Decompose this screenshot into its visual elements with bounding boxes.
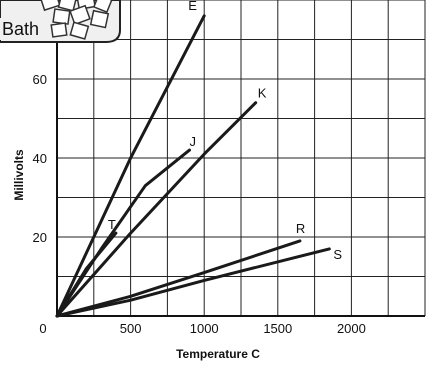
series-label-k: K: [258, 86, 267, 101]
series-line-e: [55, 14, 206, 318]
y-tick-label: 40: [33, 151, 47, 166]
series-labels: E K J T R S: [108, 0, 342, 262]
grid: [56, 0, 426, 317]
x-axis-title: Temperature C: [176, 347, 260, 361]
badge-text: Bath: [2, 19, 39, 39]
ice-bath-badge: Bath: [0, 0, 121, 43]
series-lines: [55, 14, 331, 318]
series-label-j: J: [189, 134, 196, 149]
x-tick-label: 1000: [190, 321, 219, 336]
x-tick-label: 500: [120, 321, 142, 336]
series-label-r: R: [296, 221, 305, 236]
axes: 0 500 1000 1500 2000 20 40 60: [33, 0, 425, 336]
y-tick-label: 20: [33, 230, 47, 245]
badge-text-backing: [0, 18, 48, 40]
series-line-t: [55, 231, 118, 318]
series-line-k: [55, 101, 258, 318]
series-label-e: E: [188, 0, 197, 13]
x-tick-label: 1500: [263, 321, 292, 336]
x-tick-label: 2000: [337, 321, 366, 336]
y-tick-label: 60: [33, 72, 47, 87]
series-line-s: [55, 247, 331, 318]
series-label-s: S: [333, 247, 342, 262]
y-axis-title: Millivolts: [12, 149, 26, 201]
x-tick-label: 0: [39, 321, 46, 336]
series-line-r: [55, 239, 302, 318]
ice-cubes-icon: [39, 0, 113, 40]
series-label-t: T: [108, 217, 116, 232]
